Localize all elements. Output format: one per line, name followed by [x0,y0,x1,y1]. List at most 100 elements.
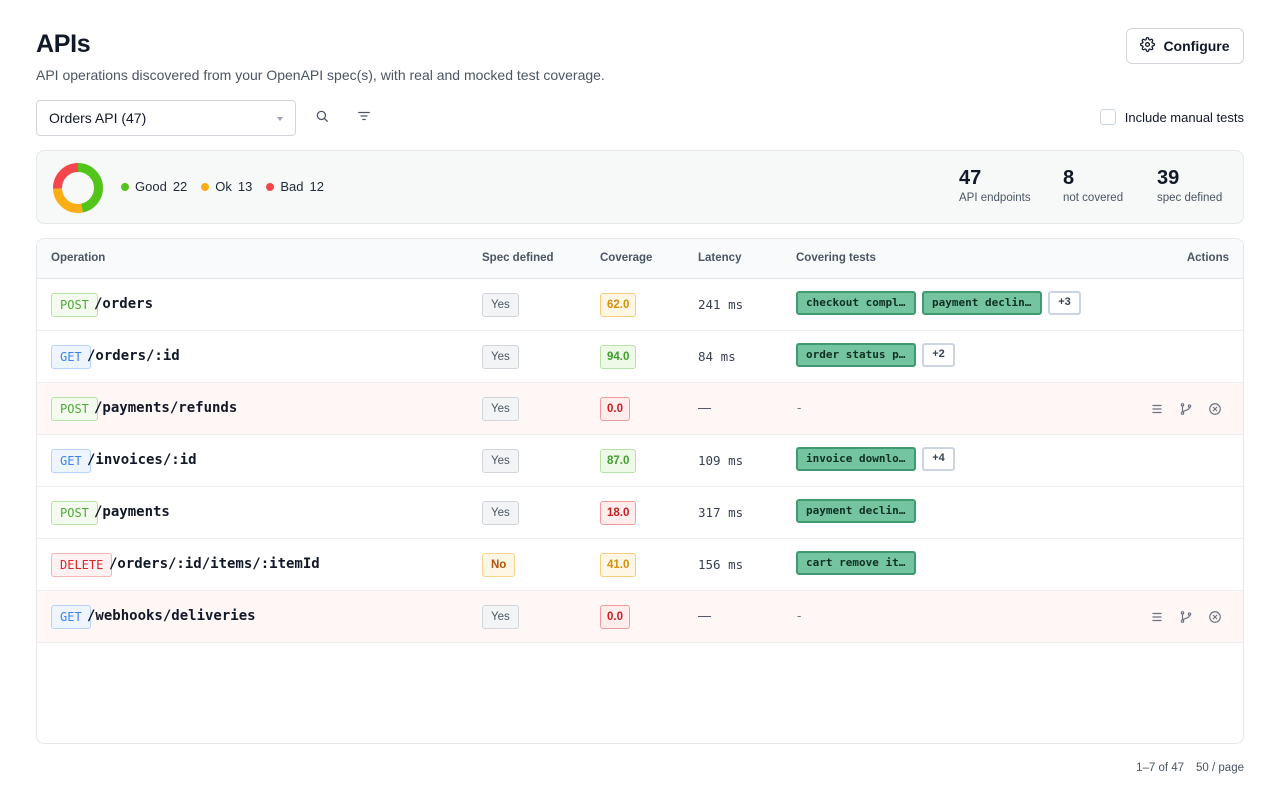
view-details-button[interactable] [1149,609,1165,625]
donut-slice-bad [53,163,103,213]
legend-label: Bad [280,179,304,194]
covering-test-chip[interactable]: order status p… [796,343,916,367]
coverage-legend: Good 22 Ok 13 Bad 12 [121,179,324,194]
http-method-badge: POST [51,293,98,317]
dismiss-button[interactable] [1207,609,1223,625]
page-size-select[interactable]: 50 / page [1196,762,1244,774]
legend-label: Good [135,179,167,194]
close-circle-icon [1207,609,1223,625]
operation-path[interactable]: /webhooks/deliveries [87,608,256,624]
table-row[interactable]: GET/invoices/:id Yes 87.0 109 ms invoice dow… [37,435,1243,487]
list-icon [1149,401,1165,417]
legend-count: 12 [309,179,324,194]
legend-dot [121,182,129,191]
operation-path[interactable]: /invoices/:id [87,452,197,468]
api-select[interactable]: Orders API (47) [36,100,296,136]
spec-defined-badge: Yes [482,293,519,317]
more-tests-chip[interactable]: +2 [922,343,955,367]
gear-icon [1140,37,1156,55]
coverage-badge: 87.0 [600,449,637,473]
latency-value: 84 ms [698,349,736,364]
caret-down-icon [277,117,283,121]
covering-tests: order status p… +2 [796,343,955,367]
api-operations-table: Operation Spec defined Coverage Latency … [36,238,1244,744]
covering-tests: payment declin… [796,499,916,523]
column-latency[interactable]: Latency [698,252,742,264]
pagination: 1–7 of 47 50 / page [1136,762,1244,774]
search-icon [315,109,329,128]
spec-defined-badge: Yes [482,605,519,629]
page-subtitle: API operations discovered from your Open… [36,67,605,83]
http-method-badge: DELETE [51,553,113,577]
page-title: APIs [36,30,91,58]
view-branches-button[interactable] [1178,401,1194,417]
spec-defined-badge: Yes [482,501,519,525]
column-covering-tests: Covering tests [796,252,876,264]
configure-button[interactable]: Configure [1126,28,1244,64]
include-manual-tests-checkbox[interactable] [1099,109,1116,125]
column-coverage[interactable]: Coverage [600,252,653,264]
covering-tests: cart remove it… [796,551,916,575]
operation-path[interactable]: /orders/:id [87,348,180,364]
view-details-button[interactable] [1149,401,1165,417]
search-button[interactable] [312,108,332,128]
legend-item-bad: Bad 12 [266,179,324,194]
latency-value: — [698,400,711,415]
dismiss-button[interactable] [1207,401,1223,417]
table-row[interactable]: GET/orders/:id Yes 94.0 84 ms order status p… [37,331,1243,383]
column-operation[interactable]: Operation [51,252,106,264]
coverage-summary: Good 22 Ok 13 Bad 12 47 API endpoints 8 not c… [36,150,1244,224]
branch-icon [1178,609,1194,625]
legend-dot [201,182,210,191]
covering-test-chip[interactable]: payment declin… [796,499,916,523]
latency-value: 109 ms [698,453,744,468]
coverage-badge: 0.0 [600,605,630,629]
spec-defined-badge: Yes [482,345,519,369]
legend-item-ok: Ok 13 [201,179,252,194]
latency-value: — [698,608,711,623]
covering-test-chip[interactable]: cart remove it… [796,551,916,575]
donut-slice-ok [53,163,103,213]
column-spec-defined[interactable]: Spec defined [482,252,554,264]
coverage-badge: 41.0 [600,553,637,577]
legend-dot [266,182,275,191]
table-row[interactable]: POST/payments/refunds Yes 0.0 — - [37,383,1243,435]
include-manual-tests-toggle[interactable]: Include manual tests [1099,109,1244,125]
table-row[interactable]: POST/orders Yes 62.0 241 ms checkout compl… p… [37,279,1243,331]
view-branches-button[interactable] [1178,609,1194,625]
legend-count: 13 [237,179,253,194]
operation-path[interactable]: /orders/:id/items/:itemId [109,556,320,572]
covering-tests: invoice downlo… +4 [796,447,955,471]
table-row[interactable]: POST/payments Yes 18.0 317 ms payment declin… [37,487,1243,539]
no-covering-tests: - [797,400,802,415]
spec-defined-badge: Yes [482,449,519,473]
legend-count: 22 [172,179,188,194]
stat-spec-defined: 39 spec defined [1157,167,1223,204]
coverage-badge: 62.0 [600,293,637,317]
operation-path[interactable]: /payments [94,504,170,520]
more-tests-chip[interactable]: +3 [1048,291,1081,315]
http-method-badge: GET [51,345,91,369]
operation-path[interactable]: /payments/refunds [94,400,238,416]
stat-api-endpoints: 47 API endpoints [959,167,1031,204]
row-actions [1149,609,1223,625]
legend-label: Ok [215,179,232,194]
table-row[interactable]: GET/webhooks/deliveries Yes 0.0 — - [37,591,1243,643]
table-row[interactable]: DELETE/orders/:id/items/:itemId No 41.0 156… [37,539,1243,591]
coverage-badge: 0.0 [600,397,630,421]
more-tests-chip[interactable]: +4 [922,447,955,471]
covering-test-chip[interactable]: payment declin… [922,291,1042,315]
covering-test-chip[interactable]: invoice downlo… [796,447,916,471]
legend-item-good: Good 22 [121,179,187,194]
api-select-value: Orders API (47) [49,110,147,126]
filter-button[interactable] [354,108,374,128]
include-manual-tests-label: Include manual tests [1124,109,1244,125]
operation-path[interactable]: /orders [94,296,154,312]
pagination-range: 1–7 of 47 [1136,762,1185,774]
coverage-donut-chart [53,163,103,213]
no-covering-tests: - [797,608,802,623]
branch-icon [1178,401,1194,417]
coverage-badge: 94.0 [600,345,637,369]
covering-test-chip[interactable]: checkout compl… [796,291,916,315]
stat-not-covered: 8 not covered [1063,167,1124,204]
